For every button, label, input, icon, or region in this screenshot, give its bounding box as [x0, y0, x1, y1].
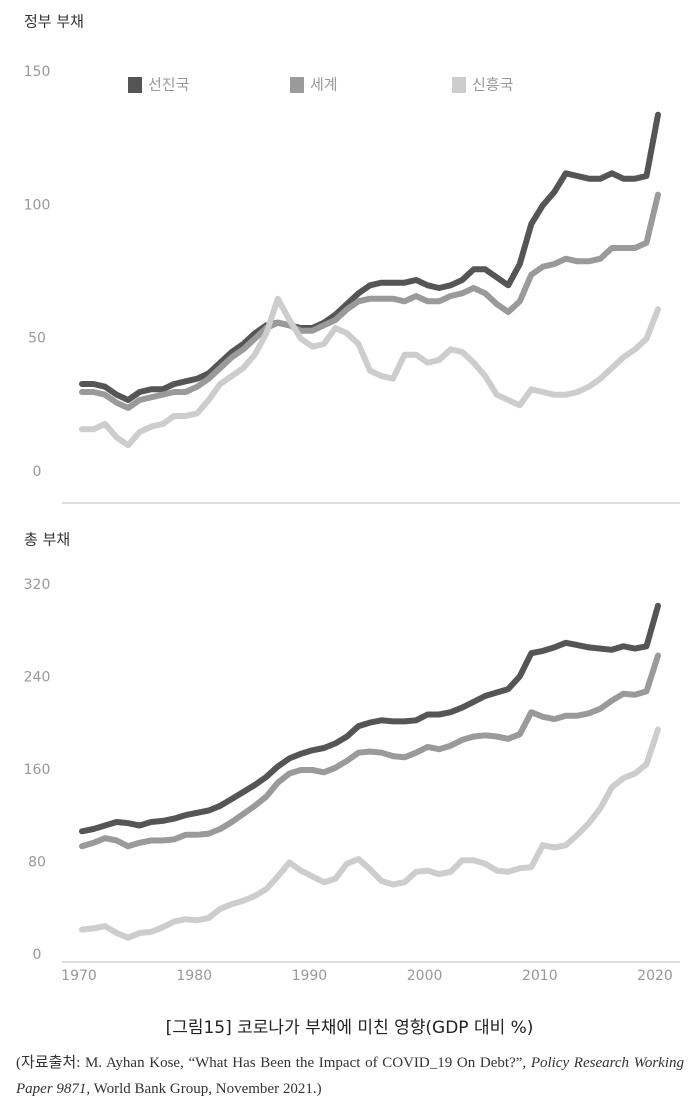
legend-label: 세계 [310, 76, 338, 94]
x-tick-label: 2000 [407, 968, 443, 984]
x-tick-label: 1970 [61, 968, 97, 984]
y-tick-label: 0 [33, 947, 42, 963]
source-text: (자료출처: M. Ayhan Kose, “What Has Been the… [16, 1055, 531, 1071]
y-tick-label: 240 [24, 670, 51, 686]
series-line [79, 602, 661, 835]
y-tick-label: 150 [24, 64, 51, 80]
series-line [79, 295, 661, 449]
y-tick-label: 80 [28, 855, 46, 871]
x-tick-label: 1990 [292, 968, 328, 984]
source-italic: Policy Research Working Paper 9871 [16, 1055, 684, 1097]
series-line [79, 191, 661, 411]
chart-title: 정부 부채 [24, 13, 84, 31]
source: (자료출처: M. Ayhan Kose, “What Has Been the… [16, 1050, 684, 1102]
y-tick-label: 0 [33, 464, 42, 480]
series-line [79, 652, 661, 850]
y-tick-label: 320 [24, 577, 51, 593]
legend-swatch [290, 77, 304, 93]
chart-title: 총 부채 [24, 531, 70, 549]
x-tick-label: 2010 [522, 968, 558, 984]
legend-swatch [128, 77, 142, 93]
x-tick-label: 2020 [637, 968, 673, 984]
caption: [그림15] 코로나가 부채에 미친 영향(GDP 대비 %) [165, 1018, 534, 1038]
source-text: , World Bank Group, November 2021.) [86, 1081, 322, 1097]
series-line [79, 111, 661, 403]
x-tick-label: 1980 [176, 968, 212, 984]
legend-label: 신흥국 [472, 76, 514, 94]
series-line [79, 726, 661, 941]
y-tick-label: 160 [24, 762, 51, 778]
legend-label: 선진국 [148, 76, 190, 94]
y-tick-label: 100 [24, 197, 51, 213]
legend-swatch [452, 77, 466, 93]
y-tick-label: 50 [28, 331, 46, 347]
